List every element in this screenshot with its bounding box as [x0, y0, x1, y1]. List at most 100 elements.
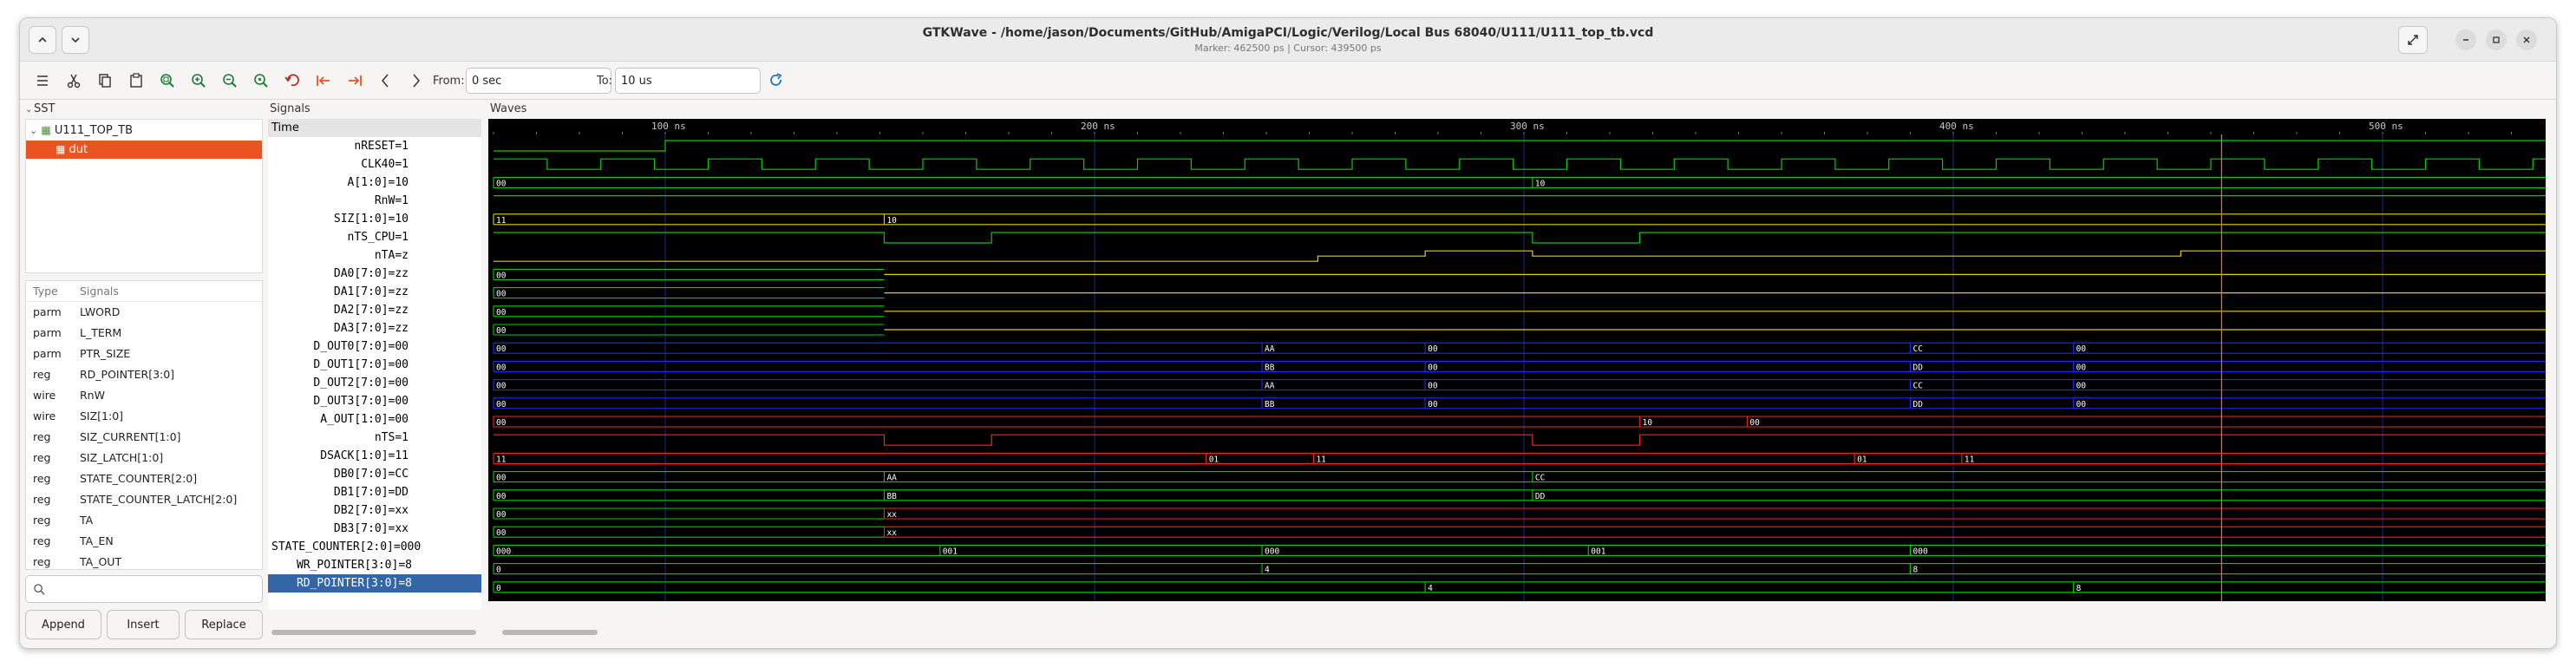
signal-name: TA: [80, 514, 94, 527]
zoom-to-start-button[interactable]: [313, 70, 334, 91]
signal-list-row[interactable]: reg SIZ_LATCH[1:0]: [26, 448, 262, 468]
zoom-100-button[interactable]: [251, 70, 271, 91]
window-subtitle: Marker: 462500 ps | Cursor: 439500 ps: [1194, 43, 1382, 54]
bus-segment: [883, 489, 1533, 501]
signal-row[interactable]: DA1[7:0]=zz: [333, 285, 409, 298]
signal-row[interactable]: D_OUT1[7:0]=00: [313, 358, 409, 371]
bus-segment: [1909, 342, 2074, 354]
bus-value-label: CC: [1535, 474, 1545, 483]
find-next-edge-button[interactable]: [405, 70, 426, 91]
module-icon: ▦: [56, 143, 66, 155]
waveform-view[interactable]: 100 ns 200 ns 300 ns 400 ns 500 ns 00 10 11 10 00…: [488, 119, 2546, 601]
signal-row[interactable]: RD_POINTER[3:0]=8: [268, 574, 481, 593]
zoom-fit-button[interactable]: [157, 70, 178, 91]
signal-row[interactable]: DB1[7:0]=DD: [333, 486, 409, 499]
replace-button[interactable]: Replace: [185, 610, 263, 639]
signal-list-row[interactable]: wire SIZ[1:0]: [26, 406, 262, 427]
tree-item-dut[interactable]: ▦ dut: [26, 141, 262, 159]
signal-row[interactable]: SIZ[1:0]=10: [333, 213, 409, 226]
undo-zoom-button[interactable]: [282, 70, 303, 91]
cut-button[interactable]: [63, 70, 84, 91]
signal-name: LWORD: [80, 305, 121, 318]
signal-row[interactable]: DA0[7:0]=zz: [333, 267, 409, 280]
bus-segment: [1961, 452, 2546, 464]
zoom-to-end-button[interactable]: [344, 70, 365, 91]
signal-row[interactable]: DB0[7:0]=CC: [333, 468, 409, 481]
signal-list-row[interactable]: parm PTR_SIZE: [26, 344, 262, 364]
append-button[interactable]: Append: [25, 610, 101, 639]
fullscreen-button[interactable]: [2398, 26, 2428, 54]
bus-value-label: 0: [496, 584, 501, 593]
waves-horizontal-scrollbar[interactable]: [502, 630, 598, 635]
window-title: GTKWave - /home/jason/Documents/GitHub/A…: [922, 26, 1654, 40]
insert-button[interactable]: Insert: [107, 610, 180, 639]
signal-row[interactable]: WR_POINTER[3:0]=8: [296, 559, 412, 572]
sst-tree[interactable]: ⌄ ▦ U111_TOP_TB ▦ dut: [25, 119, 263, 273]
signal-name: STATE_COUNTER[2:0]: [80, 472, 198, 485]
signal-list-row[interactable]: parm L_TERM: [26, 323, 262, 344]
signal-list-row[interactable]: parm LWORD: [26, 302, 262, 323]
signal-row[interactable]: nTS_CPU=1: [347, 231, 409, 244]
bus-value-label: 4: [1265, 566, 1270, 575]
signal-row[interactable]: DSACK[1:0]=11: [320, 449, 409, 462]
signal-row[interactable]: STATE_COUNTER[2:0]=000: [271, 540, 422, 553]
signal-row[interactable]: nTS=1: [374, 431, 409, 444]
signal-list-row[interactable]: reg TA_EN: [26, 531, 262, 552]
signals-horizontal-scrollbar[interactable]: [271, 630, 476, 635]
signal-row[interactable]: DB2[7:0]=xx: [333, 504, 409, 517]
scroll-down-button[interactable]: [62, 26, 89, 54]
signal-row[interactable]: nTA=z: [374, 249, 409, 262]
signal-row[interactable]: CLK40=1: [361, 158, 409, 171]
scroll-up-button[interactable]: [29, 26, 56, 54]
bus-segment: [1424, 379, 1911, 391]
bus-value-label: 00: [496, 418, 507, 428]
signal-list-row[interactable]: wire RnW: [26, 385, 262, 406]
signal-row[interactable]: D_OUT2[7:0]=00: [313, 377, 409, 390]
bus-segment: [1261, 397, 1426, 409]
paste-button[interactable]: [126, 70, 147, 91]
to-time-input[interactable]: [615, 68, 761, 94]
signal-row[interactable]: A[1:0]=10: [347, 176, 409, 189]
signals-list[interactable]: Time nRESET=1 CLK40=1 A[1:0]=10 RnW=1 SIZ[1:0…: [268, 119, 481, 610]
signal-list-row[interactable]: reg RD_POINTER[3:0]: [26, 364, 262, 385]
zoom-fit-icon: [160, 74, 174, 88]
from-time-input[interactable]: [466, 68, 611, 94]
signal-list-row[interactable]: reg SIZ_CURRENT[1:0]: [26, 427, 262, 448]
bus-segment: [493, 305, 885, 318]
bus-segment: [1206, 452, 1314, 464]
menu-button[interactable]: [32, 70, 53, 91]
signal-row[interactable]: DA3[7:0]=zz: [333, 322, 409, 335]
zoom-in-button[interactable]: [188, 70, 209, 91]
signal-row[interactable]: DB3[7:0]=xx: [333, 522, 409, 535]
signal-search-field[interactable]: [25, 575, 263, 603]
expander-icon[interactable]: ⌄: [29, 125, 38, 136]
signal-row[interactable]: A_OUT[1:0]=00: [320, 413, 409, 426]
time-row-label[interactable]: Time: [268, 119, 481, 137]
close-button[interactable]: [2516, 29, 2537, 50]
bus-value-label: 00: [496, 382, 507, 391]
tree-item-top[interactable]: ⌄ ▦ U111_TOP_TB: [26, 121, 262, 140]
bus-segment: [493, 176, 1533, 188]
signal-row[interactable]: DA2[7:0]=zz: [333, 304, 409, 317]
signal-row[interactable]: D_OUT3[7:0]=00: [313, 395, 409, 408]
copy-button[interactable]: [95, 70, 115, 91]
bus-value-label: 000: [496, 547, 511, 556]
find-previous-edge-button[interactable]: [376, 70, 396, 91]
bus-segment: [493, 342, 1263, 354]
maximize-icon: [2493, 36, 2500, 43]
maximize-button[interactable]: [2486, 29, 2507, 50]
signal-type: parm: [33, 326, 62, 339]
reload-button[interactable]: [766, 70, 787, 91]
zoom-out-button[interactable]: [219, 70, 240, 91]
signal-list-row[interactable]: reg TA: [26, 510, 262, 531]
signal-list-row[interactable]: reg STATE_COUNTER_LATCH[2:0]: [26, 489, 262, 510]
minimize-button[interactable]: [2455, 29, 2476, 50]
signal-list-row[interactable]: reg STATE_COUNTER[2:0]: [26, 468, 262, 489]
go-end-icon: [349, 75, 362, 86]
signal-list-row[interactable]: reg TA_OUT: [26, 552, 262, 569]
bus-segment: [493, 581, 1426, 593]
signal-row[interactable]: nRESET=1: [354, 140, 409, 153]
signal-row[interactable]: RnW=1: [374, 194, 409, 207]
signal-row[interactable]: D_OUT0[7:0]=00: [313, 340, 409, 353]
